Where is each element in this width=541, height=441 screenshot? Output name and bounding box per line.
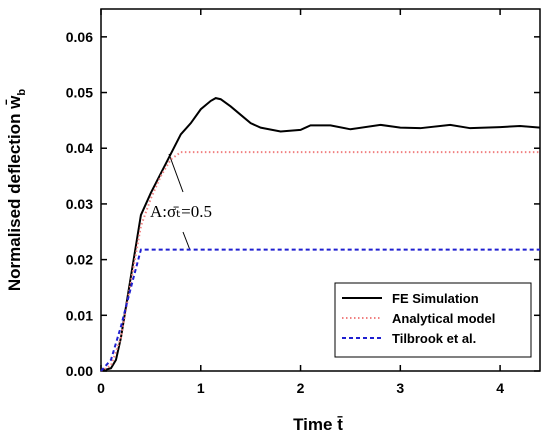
y-tick-label: 0.05 bbox=[66, 85, 93, 101]
y-tick-label: 0.06 bbox=[66, 29, 93, 45]
x-axis-label: Time t̄ bbox=[293, 415, 343, 434]
y-axis-label: Normalised deflection w̄b bbox=[5, 89, 28, 292]
x-tick-label: 4 bbox=[496, 380, 504, 396]
y-tick-label: 0.03 bbox=[66, 196, 93, 212]
y-axis-label-subscript: b bbox=[16, 89, 28, 96]
annotation-leader bbox=[168, 153, 184, 193]
series-line bbox=[100, 97, 541, 372]
y-tick-label: 0.04 bbox=[66, 140, 93, 156]
x-tick-label: 0 bbox=[97, 380, 105, 396]
x-tick-label: 2 bbox=[297, 380, 305, 396]
x-tick-label: 1 bbox=[197, 380, 205, 396]
plot-frame bbox=[100, 8, 541, 372]
y-axis-label-main: Normalised deflection w̄ bbox=[5, 95, 24, 291]
series-line bbox=[100, 151, 540, 372]
y-tick-label: 0.00 bbox=[66, 363, 93, 379]
legend-label: Tilbrook et al. bbox=[392, 331, 476, 346]
y-tick-label: 0.01 bbox=[66, 307, 93, 323]
y-tick-label: 0.02 bbox=[66, 252, 93, 268]
legend-label: Analytical model bbox=[392, 311, 495, 326]
x-tick-label: 3 bbox=[396, 380, 404, 396]
annotation-leader bbox=[182, 231, 191, 251]
legend-box bbox=[334, 282, 532, 358]
legend-label: FE Simulation bbox=[392, 291, 479, 306]
annotation: A:σ̄ₜ=0.5 bbox=[150, 202, 212, 221]
